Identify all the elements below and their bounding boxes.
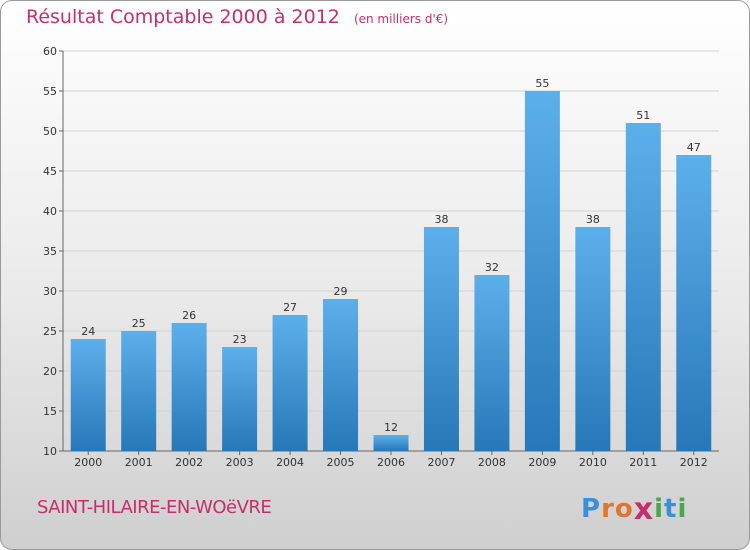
grid-layer — [63, 50, 719, 452]
bar-2010 — [575, 227, 611, 451]
value-label-2000: 24 — [81, 325, 95, 338]
value-label-2005: 29 — [334, 285, 348, 298]
chart-title-text: Résultat Comptable 2000 à 2012 — [26, 6, 340, 28]
logo-letter: i — [654, 494, 665, 524]
x-tick-label-2009: 2009 — [528, 456, 556, 469]
label-layer: 24 25 26 23 27 29 12 38 32 55 38 51 47 — [81, 77, 701, 434]
x-tick-label-2000: 2000 — [74, 456, 102, 469]
y-tick-label: 15 — [43, 405, 57, 418]
x-tick-label-2003: 2003 — [226, 456, 254, 469]
x-tick-label-2005: 2005 — [327, 456, 355, 469]
logo-letter: o — [614, 494, 634, 524]
value-label-2006: 12 — [384, 421, 398, 434]
value-label-2008: 32 — [485, 261, 499, 274]
bar-2007 — [423, 227, 459, 451]
logo-letter: x — [633, 492, 655, 527]
y-tick-label: 25 — [43, 325, 57, 338]
chart-title: Résultat Comptable 2000 à 2012 (en milli… — [26, 6, 448, 28]
x-tick-label-2010: 2010 — [579, 456, 607, 469]
bar-2008 — [474, 275, 510, 451]
value-label-2009: 55 — [535, 77, 549, 90]
bar-2011 — [625, 123, 661, 451]
value-label-2012: 47 — [687, 141, 701, 154]
y-tick-label: 50 — [43, 125, 57, 138]
value-label-2004: 27 — [283, 301, 297, 314]
logo-letter: t — [664, 494, 678, 524]
bar-2012 — [676, 155, 712, 451]
value-label-2001: 25 — [132, 317, 146, 330]
y-tick-label: 55 — [43, 85, 57, 98]
y-tick-label: 40 — [43, 205, 57, 218]
value-label-2011: 51 — [636, 109, 650, 122]
y-tick-label: 60 — [43, 45, 57, 58]
commune-name: SAINT-HILAIRE-EN-WOëVRE — [37, 497, 272, 518]
y-tick-label: 35 — [43, 245, 57, 258]
y-tick-label: 10 — [43, 445, 57, 458]
x-tick-label-2007: 2007 — [427, 456, 455, 469]
bar-2004 — [272, 315, 308, 451]
logo-letter: i — [677, 494, 688, 524]
y-tick-label: 20 — [43, 365, 57, 378]
x-tick-label-2002: 2002 — [175, 456, 203, 469]
value-label-2003: 23 — [233, 333, 247, 346]
bar-2002 — [171, 323, 207, 451]
bar-2005 — [323, 299, 359, 451]
x-tick-label-2006: 2006 — [377, 456, 405, 469]
value-label-2002: 26 — [182, 309, 196, 322]
y-tick-label: 30 — [43, 285, 57, 298]
x-tick-label-2001: 2001 — [125, 456, 153, 469]
logo-letter: r — [601, 494, 615, 524]
bar-layer — [70, 91, 712, 451]
x-tick-label-2004: 2004 — [276, 456, 304, 469]
logo-letter: P — [581, 494, 602, 524]
bar-2001 — [121, 331, 157, 451]
bar-2003 — [222, 347, 258, 451]
value-label-2007: 38 — [434, 213, 448, 226]
proxiti-logo: Proxiti — [581, 490, 688, 527]
bar-2000 — [70, 339, 106, 451]
value-label-2010: 38 — [586, 213, 600, 226]
chart-subtitle: (en milliers d'€) — [353, 12, 449, 26]
y-tick-label: 45 — [43, 165, 57, 178]
x-tick-label-2008: 2008 — [478, 456, 506, 469]
bar-2006 — [373, 435, 409, 451]
x-tick-label-2011: 2011 — [629, 456, 657, 469]
x-tick-label-2012: 2012 — [680, 456, 708, 469]
bar-2009 — [524, 91, 560, 451]
